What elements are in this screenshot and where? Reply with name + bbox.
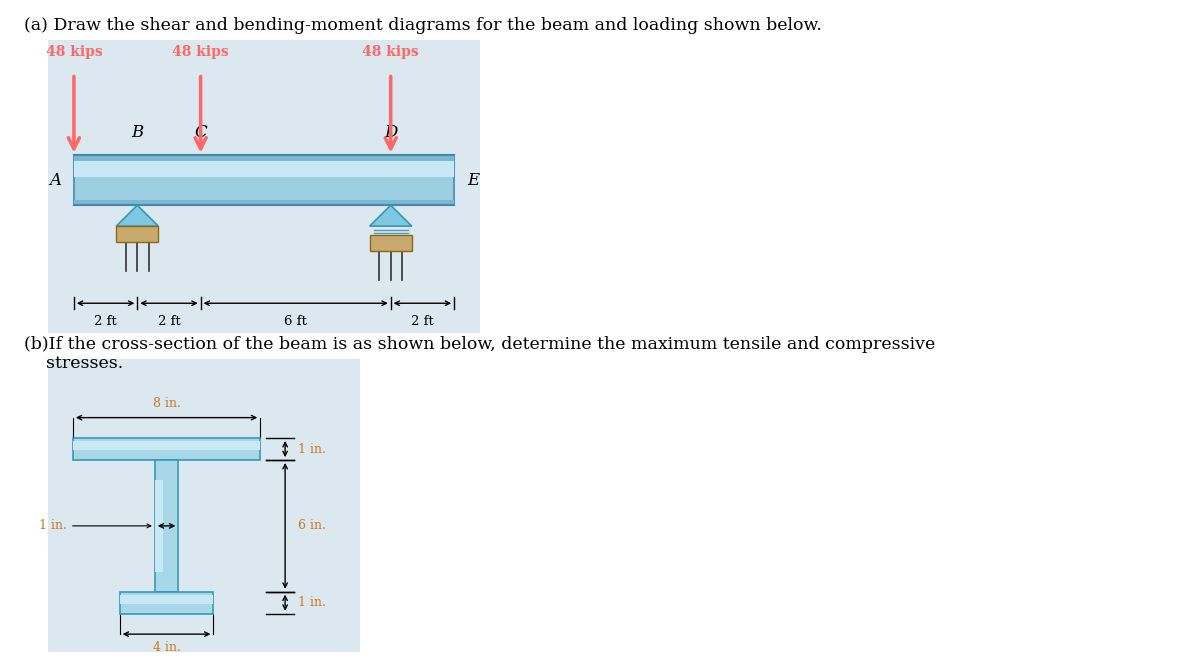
- Bar: [74, 162, 454, 178]
- Bar: [120, 595, 214, 604]
- Bar: [74, 200, 454, 205]
- Bar: [74, 156, 454, 205]
- Text: 6 ft: 6 ft: [284, 315, 307, 328]
- Polygon shape: [116, 205, 158, 226]
- Text: D: D: [384, 124, 397, 141]
- Text: 2 ft: 2 ft: [95, 315, 116, 328]
- Text: (a) Draw the shear and bending-moment diagrams for the beam and loading shown be: (a) Draw the shear and bending-moment di…: [24, 17, 822, 34]
- Text: 2 ft: 2 ft: [157, 315, 180, 328]
- Bar: [73, 438, 260, 460]
- Text: 48 kips: 48 kips: [173, 45, 229, 59]
- Text: A: A: [49, 172, 61, 189]
- Text: E: E: [467, 172, 479, 189]
- Polygon shape: [370, 205, 412, 226]
- Bar: [370, 235, 412, 251]
- Bar: [74, 156, 454, 161]
- Bar: [73, 442, 260, 450]
- Text: 1 in.: 1 in.: [298, 597, 325, 609]
- Text: 8 in.: 8 in.: [152, 397, 180, 410]
- Bar: [155, 460, 179, 592]
- Bar: [155, 480, 163, 572]
- Text: B: B: [131, 124, 144, 141]
- Text: (b)If the cross-section of the beam is as shown below, determine the maximum ten: (b)If the cross-section of the beam is a…: [24, 336, 935, 372]
- Text: 1 in.: 1 in.: [38, 519, 67, 533]
- Bar: [116, 226, 158, 242]
- Text: 4 in.: 4 in.: [152, 642, 180, 654]
- Text: 1 in.: 1 in.: [298, 443, 325, 456]
- Bar: [120, 592, 214, 614]
- Text: 6 in.: 6 in.: [298, 519, 325, 533]
- Text: 48 kips: 48 kips: [362, 45, 419, 59]
- Text: 48 kips: 48 kips: [46, 45, 102, 59]
- Text: 2 ft: 2 ft: [412, 315, 433, 328]
- Text: C: C: [194, 124, 208, 141]
